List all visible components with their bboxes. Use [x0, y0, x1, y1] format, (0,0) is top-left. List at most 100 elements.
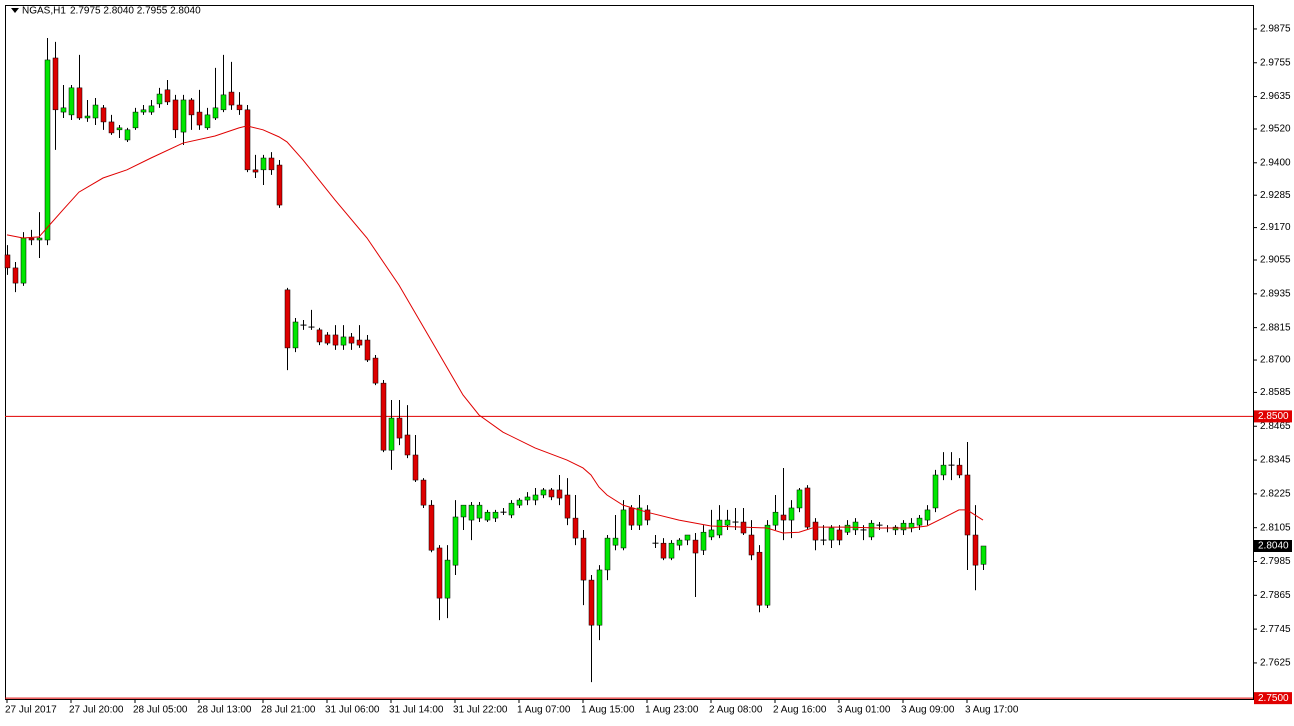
candle-body: [932, 474, 939, 509]
x-tick-label: 1 Aug 15:00: [581, 705, 635, 716]
candle-body: [788, 507, 795, 521]
y-tick-label: 2.9285: [1260, 190, 1291, 201]
candle-body: [268, 157, 275, 171]
candle-body: [812, 521, 819, 541]
candle-body: [916, 517, 923, 526]
candle-body: [100, 107, 107, 123]
candle-body: [716, 519, 723, 536]
candle-body: [796, 489, 803, 509]
candle-body: [212, 107, 219, 119]
x-tick-label: 1 Aug 07:00: [517, 705, 571, 716]
candle-body: [644, 509, 651, 521]
y-tick-label: 2.7625: [1260, 658, 1291, 669]
y-tick-label: 2.7985: [1260, 556, 1291, 567]
candle-body: [780, 514, 787, 521]
candle-body: [372, 357, 379, 384]
x-tick-label: 1 Aug 23:00: [645, 705, 699, 716]
candle-body: [252, 169, 259, 173]
candle-body: [148, 105, 155, 113]
y-tick-label: 2.8105: [1260, 522, 1291, 533]
candle-body: [756, 551, 763, 606]
candle-body: [604, 537, 611, 571]
x-tick-label: 3 Aug 01:00: [837, 705, 891, 716]
x-tick-label: 28 Jul 05:00: [133, 705, 188, 716]
candle-body: [124, 129, 131, 141]
candle-body: [684, 534, 691, 541]
y-tick-label: 2.8585: [1260, 387, 1291, 398]
candle-body: [388, 417, 395, 451]
candle-body: [556, 489, 563, 499]
candle-body: [12, 267, 19, 284]
candle-body: [84, 115, 91, 119]
candle-body: [412, 454, 419, 481]
menu-arrow[interactable]: [11, 8, 19, 13]
y-tick-label: 2.8345: [1260, 455, 1291, 466]
current-price-box: [1254, 539, 1292, 552]
candle-body: [420, 479, 427, 506]
candle-body: [476, 504, 483, 519]
candle-body: [324, 334, 331, 344]
price-tag-label: 2.7500: [1258, 693, 1289, 704]
candle-body: [92, 104, 99, 119]
candle-body: [852, 521, 859, 531]
candle-body: [836, 529, 843, 541]
candle-body: [572, 517, 579, 539]
x-tick-label: 31 Jul 06:00: [325, 705, 380, 716]
y-tick-label: 2.8815: [1260, 322, 1291, 333]
candle-body: [980, 545, 987, 565]
candle-body: [60, 107, 67, 113]
candle-body: [828, 527, 835, 541]
y-tick-label: 2.9875: [1260, 24, 1291, 35]
candle-body: [44, 59, 51, 241]
candle-body: [404, 434, 411, 456]
candle-body: [220, 94, 227, 111]
candle-body: [436, 547, 443, 599]
candle-body: [28, 237, 35, 241]
candle-body: [204, 114, 211, 129]
candle-body: [76, 87, 83, 119]
x-tick-label: 28 Jul 13:00: [197, 705, 252, 716]
candle-body: [284, 289, 291, 349]
candle-body: [748, 534, 755, 556]
y-tick-label: 2.8700: [1260, 355, 1291, 366]
candle-body: [180, 99, 187, 133]
candle-body: [532, 494, 539, 501]
candle-body: [172, 99, 179, 131]
candle-body: [68, 87, 75, 116]
candle-body: [772, 511, 779, 526]
candle-body: [380, 382, 387, 451]
candle-body: [612, 537, 619, 546]
candle-body: [396, 417, 403, 439]
candle-body: [964, 474, 971, 536]
x-tick-label: 2 Aug 16:00: [773, 705, 827, 716]
candle-body: [20, 237, 27, 284]
x-tick-label: 27 Jul 20:00: [69, 705, 124, 716]
y-tick-label: 2.9055: [1260, 255, 1291, 266]
x-tick-label: 3 Aug 17:00: [965, 705, 1019, 716]
y-tick-label: 2.9520: [1260, 124, 1291, 135]
candle-body: [804, 487, 811, 528]
candle-body: [540, 489, 547, 496]
y-tick-label: 2.9755: [1260, 57, 1291, 68]
candle-body: [292, 321, 299, 349]
candle-body: [956, 464, 963, 476]
candle-body: [356, 339, 363, 346]
candle-body: [188, 99, 195, 116]
candle-body: [940, 464, 947, 476]
candle-body: [156, 93, 163, 105]
x-tick-label: 28 Jul 21:00: [261, 705, 316, 716]
y-tick-label: 2.9635: [1260, 91, 1291, 102]
x-tick-label: 3 Aug 09:00: [901, 705, 955, 716]
price-tag-label: 2.8500: [1258, 411, 1289, 422]
candle-body: [444, 559, 451, 599]
candle-body: [236, 104, 243, 111]
candle-body: [260, 157, 267, 171]
y-tick-label: 2.8935: [1260, 288, 1291, 299]
plot-frame: [5, 5, 1254, 700]
candle-body: [276, 164, 283, 206]
candle-body: [620, 509, 627, 549]
candle-body: [508, 502, 515, 516]
x-tick-label: 27 Jul 2017: [5, 705, 57, 716]
